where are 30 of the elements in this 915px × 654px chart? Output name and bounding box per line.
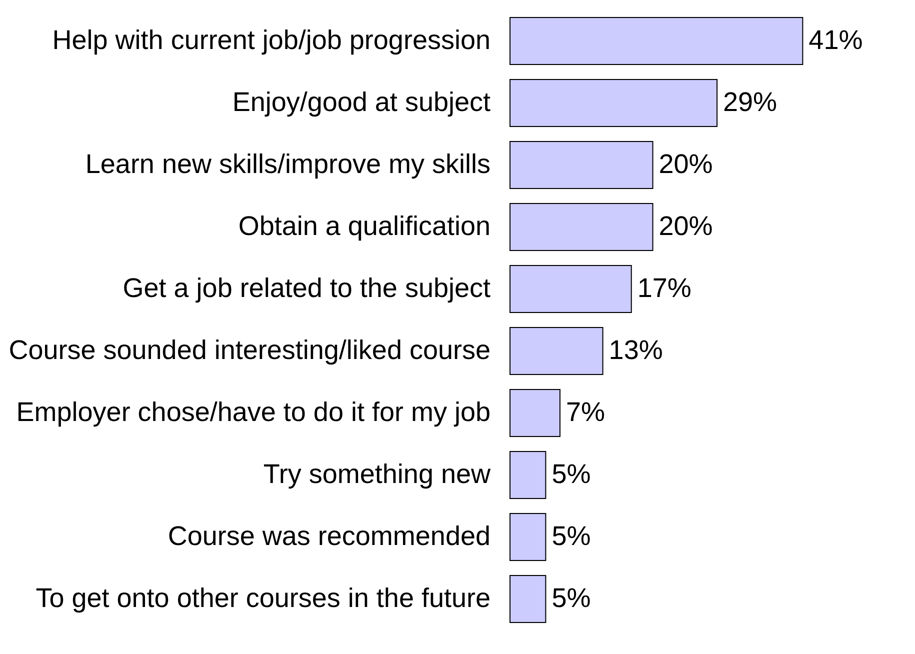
bar	[510, 388, 560, 438]
y-tick-label: Employer chose/have to do it for my job	[16, 397, 490, 427]
data-label: 13%	[608, 335, 663, 365]
bar	[510, 512, 546, 562]
data-label: 5%	[552, 583, 591, 613]
y-tick-label: Enjoy/good at subject	[232, 87, 491, 117]
y-tick-label: Obtain a qualification	[238, 211, 490, 241]
data-label: 20%	[658, 211, 713, 241]
y-tick-label: Try something new	[263, 459, 491, 489]
y-tick-label: Help with current job/job progression	[52, 25, 490, 55]
bar	[510, 326, 604, 376]
bar	[510, 78, 718, 128]
data-label: 29%	[723, 87, 778, 117]
y-tick-label: To get onto other courses in the future	[36, 583, 490, 613]
data-label: 41%	[808, 25, 863, 55]
y-tick-label: Get a job related to the subject	[122, 273, 491, 303]
bar	[510, 16, 804, 66]
bar	[510, 140, 654, 190]
data-label: 5%	[552, 521, 591, 551]
y-tick-label: Course was recommended	[168, 521, 490, 551]
bar	[510, 450, 546, 500]
data-label: 5%	[552, 459, 591, 489]
data-label: 7%	[566, 397, 605, 427]
data-label: 20%	[658, 149, 713, 179]
bar	[510, 574, 546, 624]
data-label: 17%	[637, 273, 692, 303]
bar	[510, 202, 654, 252]
y-tick-label: Learn new skills/improve my skills	[85, 149, 490, 179]
y-tick-label: Course sounded interesting/liked course	[8, 335, 490, 365]
bar	[510, 264, 632, 314]
